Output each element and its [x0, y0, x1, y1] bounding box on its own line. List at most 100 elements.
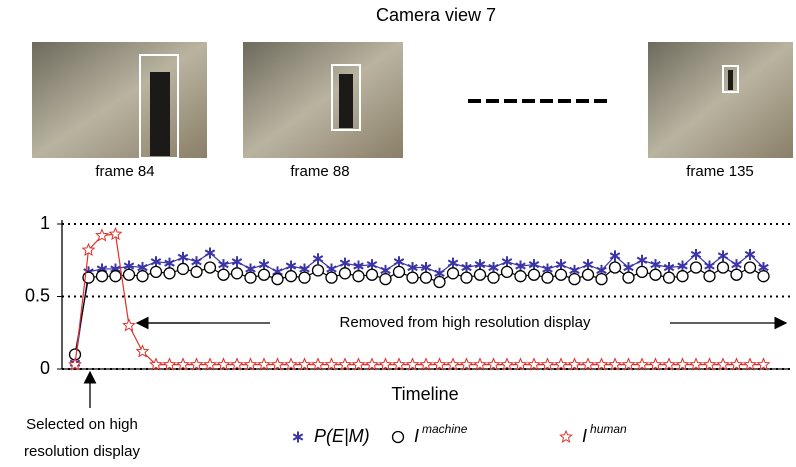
- y-tick-label: 0.5: [25, 285, 50, 305]
- point: [502, 266, 513, 277]
- point: [232, 268, 243, 279]
- point: [461, 272, 472, 283]
- series-line: [75, 268, 764, 355]
- frame-label: frame 88: [290, 163, 349, 180]
- point: [259, 269, 270, 280]
- point: [218, 359, 229, 370]
- point: [219, 259, 229, 270]
- point: [501, 359, 512, 370]
- point: [447, 359, 458, 370]
- point: [164, 359, 175, 370]
- point: [218, 269, 229, 280]
- point: [420, 359, 431, 370]
- point: [394, 256, 404, 267]
- annotation: Selected on high: [26, 416, 138, 433]
- point: [96, 230, 107, 241]
- point: [555, 359, 566, 370]
- point: [434, 277, 445, 288]
- point: [285, 359, 296, 370]
- point: [137, 271, 148, 282]
- point: [560, 431, 571, 442]
- point: [192, 256, 202, 267]
- annotation: Removed from high resolution display: [340, 314, 591, 331]
- series-line: [75, 234, 764, 365]
- series: [69, 228, 769, 369]
- point: [542, 272, 553, 283]
- point: [475, 259, 485, 270]
- point: [623, 272, 634, 283]
- point: [232, 256, 242, 267]
- legend-superscript: machine: [422, 422, 468, 436]
- point: [637, 266, 648, 277]
- point: [462, 262, 472, 273]
- point: [339, 359, 350, 370]
- point: [380, 359, 391, 370]
- point: [556, 269, 567, 280]
- point: [474, 359, 485, 370]
- point: [529, 269, 540, 280]
- point: [569, 274, 580, 285]
- point: [293, 432, 303, 443]
- point: [272, 274, 283, 285]
- point: [191, 266, 202, 277]
- point: [299, 272, 310, 283]
- point: [528, 359, 539, 370]
- point: [624, 262, 634, 273]
- point: [393, 432, 404, 443]
- y-tick-label: 1: [40, 213, 50, 233]
- annotation: resolution display: [24, 443, 140, 460]
- point: [97, 271, 108, 282]
- point: [272, 359, 283, 370]
- point: [110, 271, 121, 282]
- point: [610, 262, 621, 273]
- point: [110, 228, 121, 239]
- y-tick-label: 0: [40, 358, 50, 378]
- point: [515, 359, 526, 370]
- legend-superscript: human: [590, 422, 627, 436]
- point: [664, 272, 675, 283]
- point: [313, 265, 324, 276]
- series: [70, 248, 768, 369]
- point: [421, 272, 432, 283]
- frame-label: frame 135: [686, 163, 754, 180]
- point: [488, 272, 499, 283]
- point: [488, 359, 499, 370]
- point: [690, 359, 701, 370]
- point: [191, 359, 202, 370]
- point: [718, 262, 729, 273]
- person: [728, 70, 733, 90]
- point: [583, 259, 593, 270]
- point: [124, 269, 135, 280]
- point: [312, 359, 323, 370]
- series: [70, 262, 770, 360]
- point: [651, 259, 661, 270]
- point: [434, 359, 445, 370]
- point: [583, 269, 594, 280]
- point: [650, 269, 661, 280]
- legend-name: I: [582, 426, 587, 446]
- legend-name: I: [414, 426, 419, 446]
- point: [340, 258, 350, 269]
- frame-thumbnails: frame 84 frame 88 frame 135: [32, 42, 793, 180]
- point: [340, 268, 351, 279]
- point: [705, 261, 715, 272]
- point: [489, 262, 499, 273]
- point: [178, 263, 189, 274]
- point: [745, 262, 756, 273]
- person: [339, 74, 353, 128]
- point: [245, 359, 256, 370]
- point: [717, 359, 728, 370]
- point: [151, 266, 162, 277]
- point: [677, 359, 688, 370]
- point: [313, 253, 323, 264]
- point: [596, 274, 607, 285]
- point: [502, 256, 512, 267]
- point: [744, 359, 755, 370]
- legend-label: P(E|M): [314, 426, 370, 446]
- point: [123, 320, 134, 331]
- point: [596, 359, 607, 370]
- point: [326, 359, 337, 370]
- point: [245, 272, 256, 283]
- point: [448, 268, 459, 279]
- frame-image: [32, 42, 207, 158]
